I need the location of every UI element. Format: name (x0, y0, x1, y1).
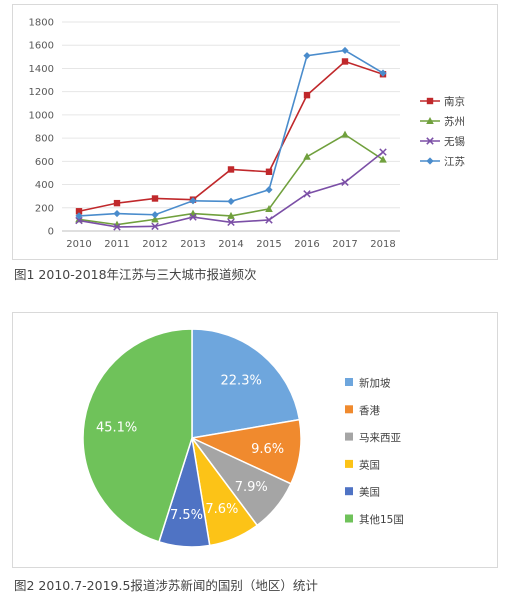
legend-label: 英国 (359, 458, 380, 471)
y-tick-label: 200 (35, 203, 54, 214)
legend-item: 马来西亚 (345, 432, 401, 444)
figure-2-caption: 图2 2010.7-2019.5报道涉苏新闻的国别（地区）统计 (14, 578, 318, 593)
slice-label: 45.1% (96, 420, 137, 435)
legend-swatch (345, 514, 353, 523)
data-point (113, 209, 121, 218)
legend-label: 南京 (444, 95, 465, 108)
data-point (75, 216, 83, 225)
data-point (227, 166, 235, 173)
y-tick-label: 1000 (29, 110, 54, 121)
legend-label: 江苏 (444, 155, 465, 168)
legend-label: 新加坡 (359, 377, 391, 390)
x-tick-label: 2016 (294, 239, 319, 250)
data-point (426, 137, 434, 145)
legend-item: 苏州 (420, 115, 465, 128)
legend-label: 马来西亚 (359, 432, 401, 444)
slice-label: 7.9% (235, 480, 268, 495)
data-point (75, 212, 83, 220)
data-point (379, 155, 387, 163)
data-point (379, 148, 387, 156)
legend-swatch (345, 459, 353, 468)
legend-item: 无锡 (420, 135, 465, 148)
data-point (151, 215, 159, 223)
data-point (265, 216, 273, 224)
y-tick-label: 1400 (29, 64, 54, 75)
series-3 (75, 46, 387, 220)
data-point (341, 130, 349, 138)
y-tick-label: 1200 (29, 87, 54, 98)
x-tick-label: 2018 (370, 239, 395, 250)
legend-item: 香港 (345, 405, 380, 417)
data-point (341, 178, 349, 186)
data-point (227, 218, 235, 227)
data-point (265, 186, 273, 194)
data-point (75, 208, 83, 215)
y-tick-label: 800 (35, 134, 54, 145)
data-point (151, 222, 159, 231)
x-tick-label: 2012 (142, 239, 167, 250)
legend-label: 无锡 (444, 135, 465, 148)
data-point (426, 97, 434, 105)
data-point (227, 211, 235, 219)
legend-item: 南京 (420, 95, 465, 108)
data-point (189, 213, 197, 221)
series-2 (75, 148, 387, 231)
data-point (303, 52, 311, 60)
legend-item: 其他15国 (345, 513, 404, 526)
data-point (426, 157, 434, 165)
data-point (265, 204, 273, 212)
data-point (303, 190, 311, 198)
legend-label: 其他15国 (359, 513, 404, 526)
data-point (426, 117, 434, 124)
y-tick-label: 1600 (29, 41, 54, 52)
legend-label: 苏州 (444, 115, 465, 128)
data-point (303, 152, 311, 160)
data-point (151, 195, 159, 202)
slice-label: 9.6% (251, 442, 284, 457)
legend-swatch (345, 378, 353, 386)
y-tick-label: 400 (35, 180, 54, 191)
figure-1-caption: 图1 2010-2018年江苏与三大城市报道频次 (14, 267, 257, 282)
x-tick-label: 2014 (218, 239, 243, 250)
slice-label: 22.3% (221, 374, 262, 389)
x-tick-label: 2017 (332, 239, 357, 250)
y-tick-label: 600 (35, 157, 54, 168)
legend-item: 英国 (345, 458, 380, 471)
line-chart-frame (12, 4, 498, 260)
legend-swatch (345, 405, 353, 414)
y-tick-label: 1800 (29, 18, 54, 29)
legend-item: 新加坡 (345, 377, 391, 390)
legend-item: 美国 (345, 486, 380, 499)
legend-item: 江苏 (420, 155, 465, 168)
data-point (341, 46, 349, 55)
data-point (227, 197, 235, 205)
line-chart: 0 200 400 600 800 1000 1200 1400 1600 1800 2010 201… (29, 18, 465, 251)
y-tick-label: 0 (48, 227, 54, 238)
legend-label: 香港 (359, 405, 380, 417)
x-tick-label: 2010 (66, 239, 91, 250)
slice-label: 7.6% (205, 502, 238, 517)
data-point (303, 91, 311, 99)
data-point (265, 168, 273, 175)
x-tick-label: 2011 (104, 239, 129, 250)
legend-swatch (345, 487, 353, 496)
slice-label: 7.5% (170, 508, 203, 523)
data-point (113, 199, 121, 207)
data-point (113, 223, 121, 231)
pie-slice (191, 328, 301, 439)
x-tick-label: 2013 (180, 239, 205, 250)
data-point (341, 58, 349, 65)
legend-label: 美国 (359, 486, 380, 499)
data-point (151, 211, 159, 219)
x-tick-label: 2015 (256, 239, 281, 250)
data-point (189, 197, 197, 205)
pie-slice (82, 328, 193, 543)
legend-swatch (345, 432, 353, 441)
data-point (379, 69, 387, 77)
